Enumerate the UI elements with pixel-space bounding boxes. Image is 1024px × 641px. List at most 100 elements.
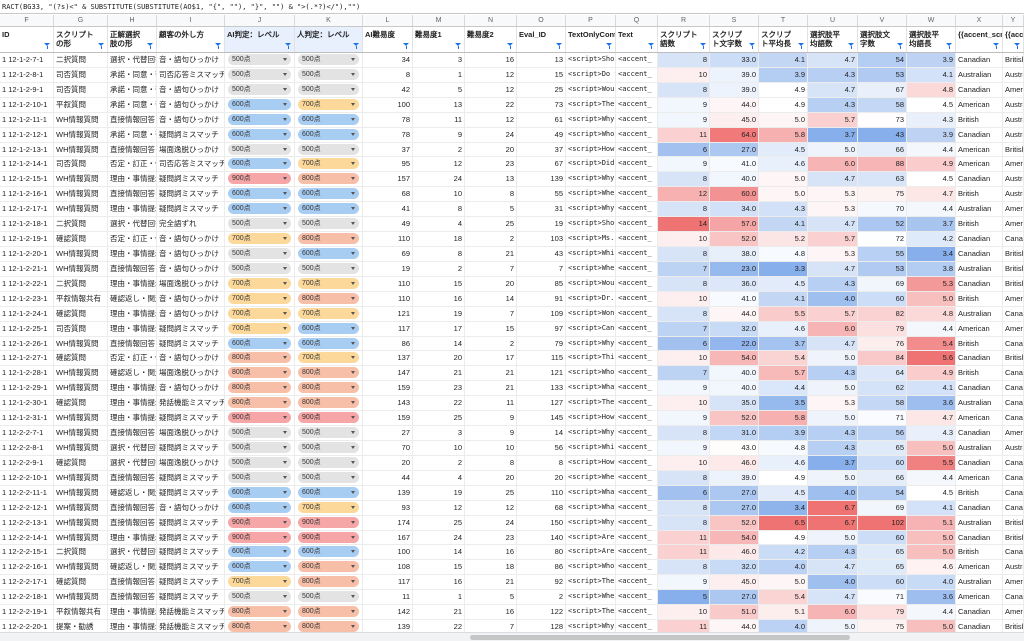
cell-acc[interactable]: Australian	[956, 440, 1003, 455]
cell-acc[interactable]: Australian	[956, 515, 1003, 530]
level-dropdown-chip[interactable]: 600点	[228, 546, 291, 558]
human-level-cell[interactable]: 700点	[295, 97, 363, 112]
cell-aid[interactable]: 37	[363, 142, 413, 157]
cell-sa[interactable]: 3.3	[759, 261, 808, 276]
cell-miss[interactable]: 発話機能ミスマッチ	[157, 396, 225, 411]
human-level-cell[interactable]: 800点	[295, 366, 363, 381]
cell-eval[interactable]: 25	[517, 82, 566, 97]
level-dropdown-chip[interactable]: 500点	[228, 143, 291, 155]
cell-aid[interactable]: 110	[363, 291, 413, 306]
level-dropdown-chip[interactable]: 800点	[298, 367, 359, 379]
cell-d1[interactable]: 22	[413, 396, 465, 411]
cell-acc[interactable]: American	[956, 157, 1003, 172]
cell-cc[interactable]: 79	[858, 321, 907, 336]
cell-d1[interactable]: 23	[413, 381, 465, 396]
cell-toc[interactable]: <script>Where c	[566, 590, 616, 605]
cell-sf[interactable]: WH情報質問	[54, 470, 108, 485]
ai-level-cell[interactable]: 800点	[225, 351, 295, 366]
cell-sa[interactable]: 4.5	[759, 485, 808, 500]
cell-eval[interactable]: 121	[517, 366, 566, 381]
cell-ca[interactable]: 5.0	[907, 620, 956, 634]
cell-cf[interactable]: 理由・事情提示	[108, 276, 157, 291]
cell-cc[interactable]: 65	[858, 560, 907, 575]
cell-d2[interactable]: 12	[465, 67, 517, 82]
cell-cf[interactable]: 直接情報回答	[108, 142, 157, 157]
human-level-cell[interactable]: 500点	[295, 440, 363, 455]
cell-acc[interactable]: American	[956, 590, 1003, 605]
column-letter-k[interactable]: K	[295, 15, 363, 26]
cell-id[interactable]: 1 12-1-2-17-1	[0, 202, 54, 217]
cell-aid[interactable]: 100	[363, 97, 413, 112]
cell-sw[interactable]: 9	[658, 440, 710, 455]
cell-id[interactable]: 1 12-1-2-19-1	[0, 232, 54, 246]
cell-miss[interactable]: 疑問詞ミスマッチ	[157, 530, 225, 545]
level-dropdown-chip[interactable]: 800点	[228, 606, 291, 618]
cell-sc[interactable]: 35.0	[710, 396, 759, 411]
cell-id[interactable]: 1 12-1-2-28-1	[0, 366, 54, 381]
cell-sw[interactable]: 7	[658, 366, 710, 381]
cell-sa[interactable]: 5.0	[759, 172, 808, 187]
cell-cw[interactable]: 4.3	[808, 97, 858, 112]
cell-eval[interactable]: 31	[517, 202, 566, 217]
cell-sf[interactable]: WH情報質問	[54, 127, 108, 142]
cell-id[interactable]: 1 12-1-2-7-1	[0, 53, 54, 67]
level-dropdown-chip[interactable]: 500点	[298, 427, 359, 439]
cell-q1[interactable]: British	[1003, 515, 1024, 530]
cell-cf[interactable]: 否定・訂正・代	[108, 157, 157, 172]
level-dropdown-chip[interactable]: 600点	[298, 546, 359, 558]
human-level-cell[interactable]: 500点	[295, 53, 363, 67]
cell-cc[interactable]: 69	[858, 276, 907, 291]
cell-toc[interactable]: <script>Should	[566, 53, 616, 67]
cell-sw[interactable]: 11	[658, 127, 710, 142]
cell-miss[interactable]: 音・語句ひっかけ	[157, 232, 225, 246]
cell-id[interactable]: 1 12-1-2-11-1	[0, 112, 54, 127]
filter-icon[interactable]	[215, 43, 222, 49]
level-dropdown-chip[interactable]: 600点	[298, 203, 359, 215]
cell-cf[interactable]: 直接情報回答	[108, 590, 157, 605]
cell-ca[interactable]: 4.1	[907, 381, 956, 396]
cell-cc[interactable]: 67	[858, 82, 907, 97]
column-letter-r[interactable]: R	[658, 15, 710, 26]
cell-toc[interactable]: <script>Are you	[566, 545, 616, 560]
cell-sc[interactable]: 36.0	[710, 276, 759, 291]
cell-cc[interactable]: 65	[858, 440, 907, 455]
cell-d1[interactable]: 4	[413, 217, 465, 232]
cell-sw[interactable]: 8	[658, 560, 710, 575]
cell-sc[interactable]: 46.0	[710, 545, 759, 560]
cell-aid[interactable]: 19	[363, 261, 413, 276]
cell-eval[interactable]: 103	[517, 232, 566, 246]
cell-sc[interactable]: 45.0	[710, 575, 759, 590]
cell-sa[interactable]: 4.5	[759, 276, 808, 291]
cell-cf[interactable]: 直接情報回答	[108, 336, 157, 351]
cell-cf[interactable]: 理由・事情提示	[108, 620, 157, 634]
cell-id[interactable]: 1 12-1-2-10-1	[0, 97, 54, 112]
level-dropdown-chip[interactable]: 500点	[228, 456, 291, 468]
human-level-cell[interactable]: 700点	[295, 306, 363, 321]
cell-ca[interactable]: 5.1	[907, 515, 956, 530]
cell-sa[interactable]: 6.5	[759, 515, 808, 530]
cell-toc[interactable]: <script>There's	[566, 575, 616, 590]
cell-cc[interactable]: 88	[858, 157, 907, 172]
cell-eval[interactable]: 73	[517, 97, 566, 112]
ai-level-cell[interactable]: 500点	[225, 82, 295, 97]
cell-id[interactable]: 1 12-2-2-17-1	[0, 575, 54, 590]
cell-sa[interactable]: 4.6	[759, 455, 808, 470]
cell-d2[interactable]: 24	[465, 127, 517, 142]
cell-q1[interactable]: Australian	[1003, 440, 1024, 455]
level-dropdown-chip[interactable]: 900点	[228, 531, 291, 543]
cell-acc[interactable]: British	[956, 545, 1003, 560]
cell-cf[interactable]: 選択・代替回答	[108, 53, 157, 67]
cell-cc[interactable]: 76	[858, 336, 907, 351]
ai-level-cell[interactable]: 500点	[225, 590, 295, 605]
cell-d1[interactable]: 1	[413, 67, 465, 82]
cell-sc[interactable]: 34.0	[710, 202, 759, 217]
cell-sf[interactable]: WH情報質問	[54, 440, 108, 455]
cell-eval[interactable]: 13	[517, 53, 566, 67]
cell-acc[interactable]: Australian	[956, 202, 1003, 217]
cell-sa[interactable]: 5.7	[759, 366, 808, 381]
cell-text[interactable]: <accent_	[616, 575, 658, 590]
cell-q1[interactable]: Canadian	[1003, 232, 1024, 246]
cell-aid[interactable]: 117	[363, 321, 413, 336]
cell-text[interactable]: <accent_	[616, 261, 658, 276]
cell-sf[interactable]: WH情報質問	[54, 411, 108, 426]
